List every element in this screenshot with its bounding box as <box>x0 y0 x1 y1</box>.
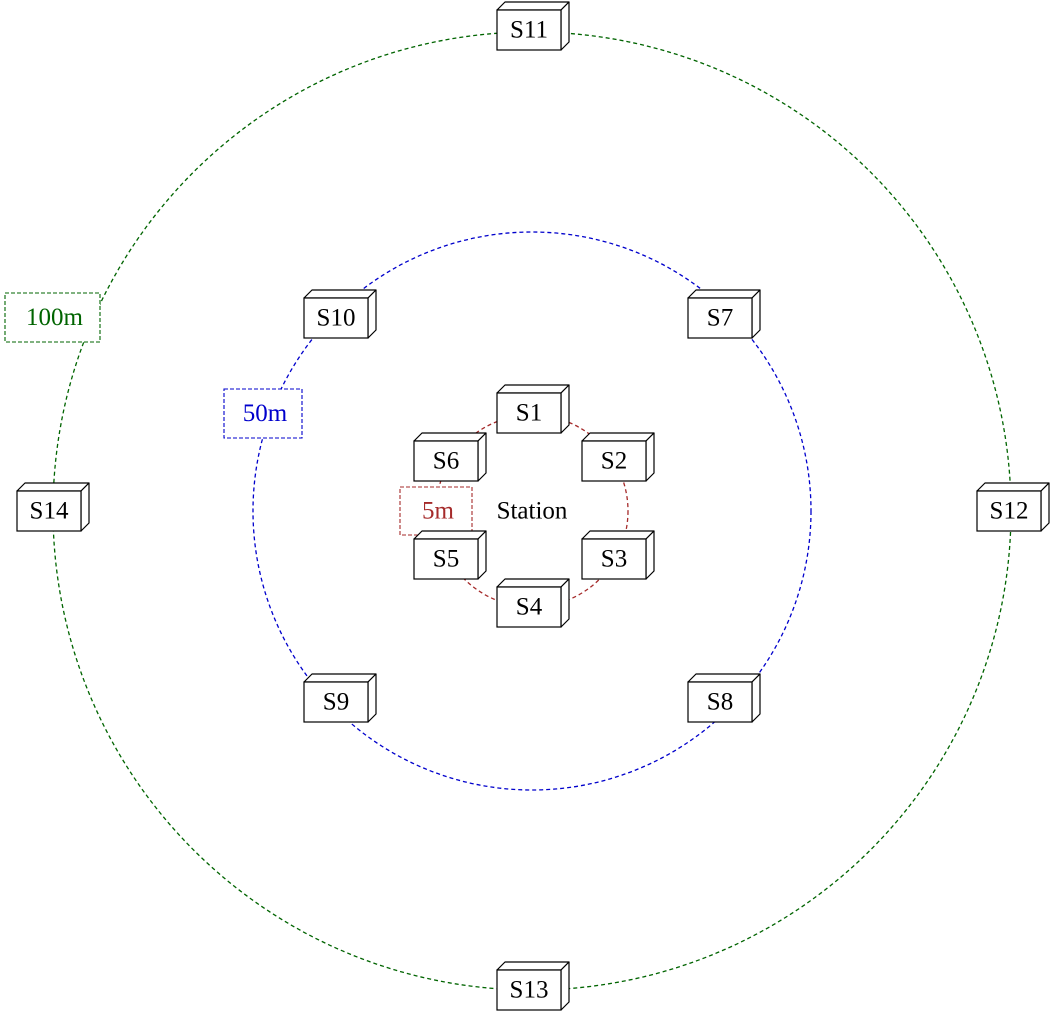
sensor-label: S11 <box>510 17 548 44</box>
radius-label-5m: 5m <box>399 486 473 536</box>
sensor-box-side <box>645 530 655 580</box>
sensor-box-side <box>477 432 487 482</box>
radius-label-box <box>4 292 101 343</box>
sensor-label: S2 <box>601 448 627 475</box>
sensor-box-face <box>976 490 1042 532</box>
radius-label-50m: 50m <box>223 388 303 439</box>
sensor-label: S10 <box>317 305 356 332</box>
radius-label-text: 50m <box>243 400 288 427</box>
sensor-label: S4 <box>516 594 543 621</box>
sensor-s7: S7 <box>687 289 761 339</box>
sensor-box-face <box>496 969 562 1011</box>
sensor-box-side <box>560 384 570 434</box>
sensor-box-side <box>560 961 570 1011</box>
sensor-s4: S4 <box>496 578 570 628</box>
sensor-box-face <box>496 586 562 628</box>
sensor-box-top <box>496 578 570 588</box>
sensor-label: S8 <box>707 689 733 716</box>
sensor-box-top <box>581 432 655 442</box>
sensor-label: S14 <box>30 498 69 525</box>
sensor-box-top <box>581 530 655 540</box>
sensor-box-face <box>303 681 369 723</box>
sensor-box-face <box>496 9 562 51</box>
radius-label-text: 5m <box>422 498 455 525</box>
sensor-s2: S2 <box>581 432 655 482</box>
sensor-box-side <box>645 432 655 482</box>
sensor-s12: S12 <box>976 482 1050 532</box>
sensor-s8: S8 <box>687 673 761 723</box>
sensor-box-top <box>16 482 90 492</box>
sensor-s9: S9 <box>303 673 377 723</box>
ring-50m <box>252 231 812 791</box>
sensor-s13: S13 <box>496 961 570 1011</box>
sensor-s1: S1 <box>496 384 570 434</box>
sensor-box-face <box>303 297 369 339</box>
sensor-label: S13 <box>510 977 549 1004</box>
sensor-box-top <box>496 1 570 11</box>
sensor-label: S5 <box>433 546 459 573</box>
sensor-box-face <box>496 392 562 434</box>
sensor-box-face <box>16 490 82 532</box>
sensor-box-side <box>367 289 377 339</box>
sensor-box-side <box>751 289 761 339</box>
sensor-box-top <box>303 673 377 683</box>
sensor-box-side <box>560 1 570 51</box>
sensor-box-top <box>496 961 570 971</box>
sensor-box-face <box>687 297 753 339</box>
radius-label-box <box>399 486 473 536</box>
sensors-layer: S1 S2 S3 S4 S5 S6 S7 S8 S9 S10 S11 S12 S13 S14 <box>16 1 1050 1011</box>
sensor-box-top <box>687 673 761 683</box>
sensor-box-side <box>751 673 761 723</box>
sensor-s6: S6 <box>413 432 487 482</box>
sensor-box-side <box>367 673 377 723</box>
sensor-box-top <box>687 289 761 299</box>
sensor-box-side <box>1040 482 1050 532</box>
radius-label-box <box>223 388 303 439</box>
sensor-box-side <box>80 482 90 532</box>
sensor-box-side <box>560 578 570 628</box>
station-label: Station <box>497 498 568 525</box>
sensor-box-face <box>687 681 753 723</box>
sensor-label: S12 <box>990 498 1029 525</box>
radius-label-text: 100m <box>26 304 84 331</box>
sensor-box-side <box>477 530 487 580</box>
sensor-label: S7 <box>707 305 733 332</box>
sensor-box-top <box>413 530 487 540</box>
sensor-label: S3 <box>601 546 627 573</box>
radius-label-100m: 100m <box>4 292 101 343</box>
sensor-box-top <box>976 482 1050 492</box>
sensor-label: S9 <box>323 689 349 716</box>
sensor-box-top <box>303 289 377 299</box>
sensor-s10: S10 <box>303 289 377 339</box>
sensor-box-top <box>413 432 487 442</box>
sensor-s3: S3 <box>581 530 655 580</box>
sensor-box-face <box>413 440 479 482</box>
sensor-box-face <box>413 538 479 580</box>
sensor-s5: S5 <box>413 530 487 580</box>
sensor-box-top <box>496 384 570 394</box>
sensor-box-face <box>581 538 647 580</box>
radius-labels: 5m 50m 100m <box>4 292 473 536</box>
sensor-label: S1 <box>516 400 542 427</box>
sensor-box-face <box>581 440 647 482</box>
sensor-label: S6 <box>433 448 459 475</box>
sensor-s11: S11 <box>496 1 570 51</box>
sensor-s14: S14 <box>16 482 90 532</box>
